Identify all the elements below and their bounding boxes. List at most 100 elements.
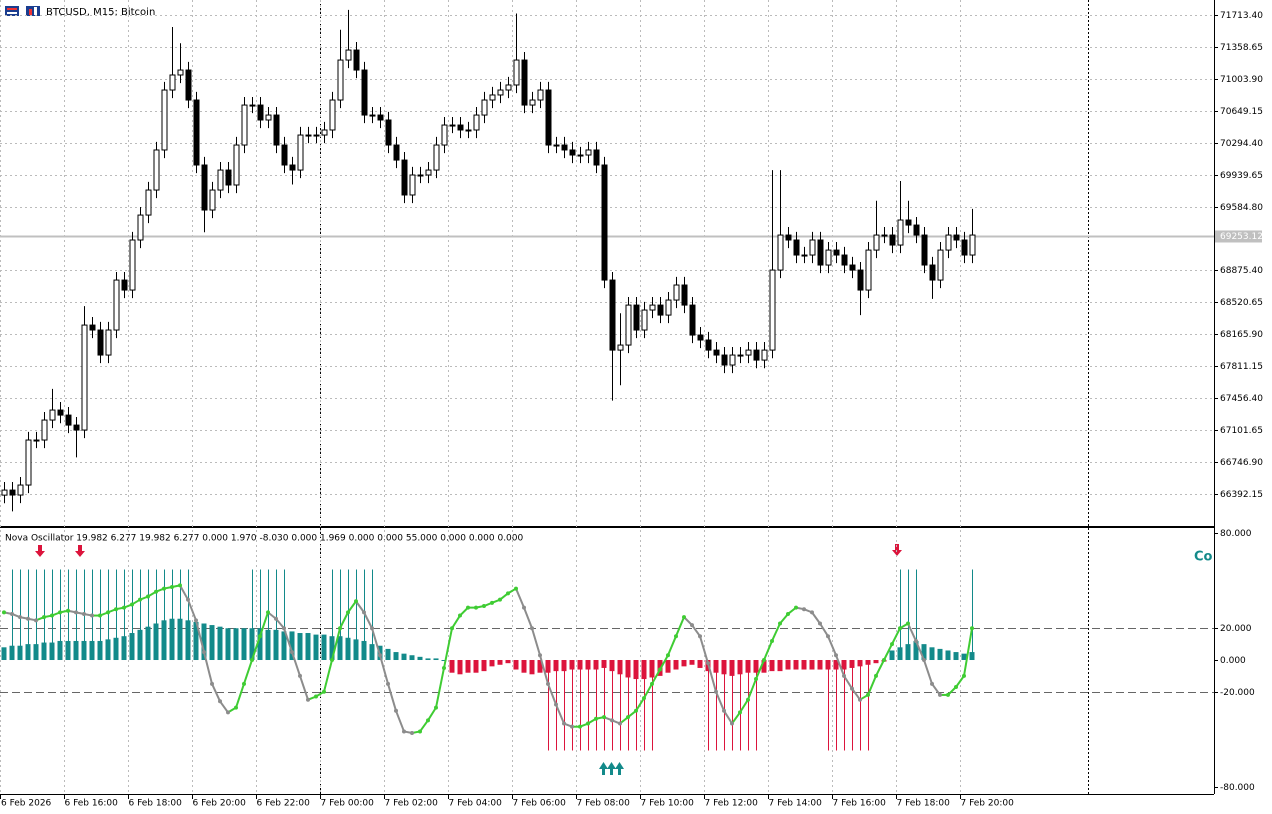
candle-body <box>417 174 424 177</box>
oscillator-segment <box>347 600 357 613</box>
oscillator-point <box>562 721 566 726</box>
oscillator-point <box>114 607 118 612</box>
candle-body <box>97 329 104 356</box>
candle-body <box>17 484 24 496</box>
candle-body <box>9 489 16 496</box>
candle-body <box>753 349 760 361</box>
candle-body <box>193 99 200 166</box>
candle-body <box>377 114 384 121</box>
candle-body <box>913 224 920 236</box>
oscillator-point <box>874 673 878 678</box>
oscillator-point <box>938 692 942 697</box>
histogram-bar <box>441 660 447 662</box>
oscillator-point <box>954 684 958 689</box>
oscillator-point <box>682 615 686 620</box>
histogram-bar <box>409 655 415 661</box>
oscillator-point <box>402 729 406 734</box>
y-tick-label: -80.000 <box>1220 783 1255 793</box>
histogram-bar <box>465 660 471 673</box>
last-price-box <box>1215 230 1262 243</box>
histogram-bar <box>313 634 319 661</box>
candle-body <box>633 304 640 331</box>
oscillator-point <box>450 626 454 631</box>
oscillator-segment <box>851 688 861 701</box>
candle-body <box>329 99 336 131</box>
candle-body <box>105 329 112 356</box>
oscillator-point <box>394 708 398 713</box>
oscillator-point <box>282 626 286 631</box>
oscillator-point <box>314 694 318 699</box>
oscillator-point <box>586 721 590 726</box>
oscillator-point <box>266 610 270 615</box>
oscillator-segment <box>867 675 877 696</box>
candle-body <box>289 164 296 171</box>
oscillator-segment <box>819 622 829 637</box>
oscillator-segment <box>443 628 453 669</box>
candle-body <box>177 69 184 76</box>
oscillator-segment <box>331 628 341 661</box>
x-tick-label: 7 Feb 10:00 <box>641 799 695 809</box>
candle-body <box>257 104 264 121</box>
oscillator-segment <box>747 678 757 701</box>
oscillator-segment <box>299 675 309 701</box>
candle-body <box>393 144 400 161</box>
oscillator-segment <box>955 675 965 688</box>
candle-body <box>89 324 96 331</box>
histogram-bar <box>521 660 527 673</box>
histogram-bar <box>481 660 487 672</box>
oscillator-point <box>722 708 726 713</box>
candle-body <box>497 89 504 96</box>
histogram-bar <box>425 658 431 661</box>
oscillator-segment <box>259 612 269 637</box>
y-tick-label: 66392.15 <box>1220 490 1263 500</box>
oscillator-point <box>346 610 350 615</box>
oscillator-point <box>810 610 814 615</box>
oscillator-point <box>2 610 6 615</box>
oscillator-segment <box>923 659 933 685</box>
oscillator-segment <box>771 623 781 642</box>
oscillator-segment <box>291 651 301 677</box>
candle-body <box>129 239 136 291</box>
candle-body <box>857 269 864 291</box>
candle-body <box>617 344 624 351</box>
oscillator-segment <box>523 607 533 629</box>
oscillator-point <box>202 650 206 655</box>
oscillator-segment <box>515 588 525 609</box>
y-tick-label: 68875.40 <box>1220 266 1263 276</box>
candle-body <box>41 419 48 441</box>
oscillator-segment <box>339 611 349 629</box>
oscillator-point <box>786 611 790 616</box>
oscillator-point <box>498 597 502 602</box>
oscillator-point <box>234 705 238 710</box>
candle-body <box>905 219 912 226</box>
histogram-bar <box>193 621 199 661</box>
oscillator-segment <box>195 620 205 653</box>
candle-body <box>841 254 848 266</box>
oscillator-segment <box>835 654 845 677</box>
y-tick-label: 68165.90 <box>1220 330 1263 340</box>
oscillator-segment <box>843 675 853 690</box>
candle-body <box>649 304 656 311</box>
candle-body <box>425 169 432 176</box>
histogram-bar <box>529 660 535 675</box>
oscillator-segment <box>715 691 725 712</box>
histogram-bar <box>401 653 407 661</box>
candle-body <box>57 409 64 416</box>
oscillator-point <box>714 689 718 694</box>
y-tick-label: 69584.80 <box>1220 203 1263 213</box>
oscillator-point <box>10 611 14 616</box>
candle-body <box>737 354 744 357</box>
candle-body <box>353 49 360 71</box>
oscillator-segment <box>387 683 397 712</box>
x-tick-label: 7 Feb 18:00 <box>897 799 951 809</box>
x-tick-label: 7 Feb 04:00 <box>449 799 503 809</box>
candle-body <box>305 134 312 137</box>
histogram-bar <box>1 647 7 661</box>
histogram-bar <box>321 634 327 661</box>
oscillator-point <box>778 621 782 626</box>
oscillator-point <box>570 724 574 729</box>
candle-body <box>121 279 128 291</box>
oscillator-segment <box>763 640 773 661</box>
x-tick-label: 7 Feb 12:00 <box>705 799 759 809</box>
